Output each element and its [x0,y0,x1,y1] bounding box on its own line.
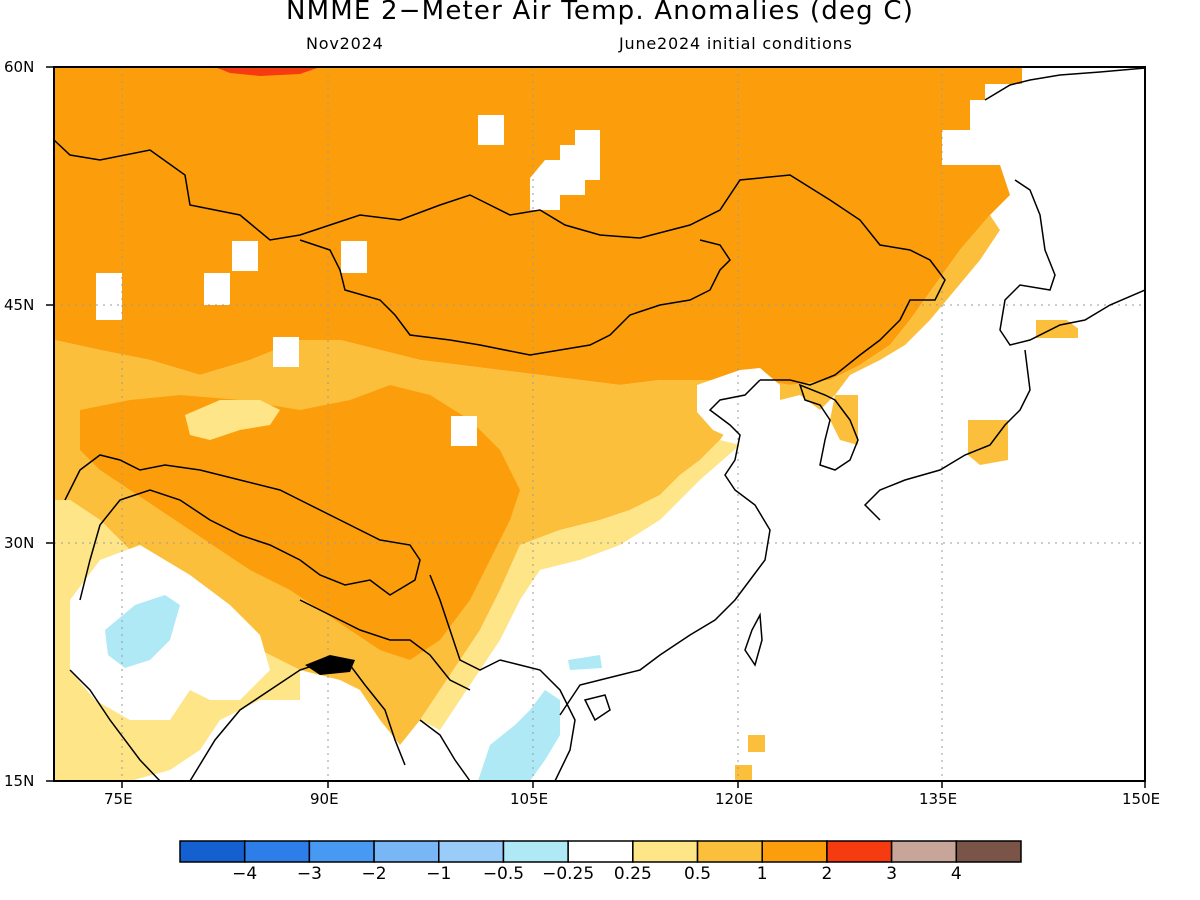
seasia-light-warm [420,440,740,730]
legend-swatch [632,840,699,863]
tarim-light-patch [185,400,280,440]
hot-spot-2-3 [215,67,320,76]
legend-label: −2 [361,864,387,884]
initial-conditions: June2024 initial conditions [619,34,853,53]
legend-swatch [696,840,763,863]
lon-label-75e: 75E [104,790,133,808]
legend-swatch [308,840,375,863]
legend-swatch [826,840,893,863]
vietnam-cool-patch [478,690,560,781]
japan-warm-patch [968,420,1008,465]
chart-title: NMME 2−Meter Air Temp. Anomalies (deg C) [285,0,915,26]
legend-swatch [567,840,634,863]
legend-label: 1 [756,864,768,884]
hokkaido-warm-patch [1036,320,1078,338]
lat-label-45n: 45N [4,296,35,314]
lon-label-135e: 135E [919,790,958,808]
lat-label-30n: 30N [4,534,35,552]
india-cool-patch [105,595,180,668]
lon-label-120e: 120E [715,790,754,808]
warm-region-1-2 [54,67,1050,385]
legend-swatch [890,840,958,863]
coastlines [53,67,1146,782]
south-china-neutral [470,380,1145,781]
pacific-neutral [970,67,1145,380]
lon-label-150e: 150E [1122,790,1161,808]
taiwan-warm-patch [748,735,765,752]
legend-label: −1 [426,864,452,884]
luzon-warm-patch [735,765,752,781]
lon-label-90e: 90E [310,790,339,808]
lon-label-105e: 105E [510,790,549,808]
legend-label: 4 [950,864,962,884]
legend-label: 2 [821,864,833,884]
legend-swatch [373,840,440,863]
korea-warm-patch [830,395,858,445]
lat-label-60n: 60N [4,58,35,76]
legend-label: 0.5 [684,864,712,884]
legend-label: 0.25 [613,864,652,884]
legend-swatch [438,840,505,863]
legend-label: −3 [296,864,322,884]
map-frame [53,66,1146,782]
anomaly-map [46,66,1146,788]
legend-swatch [955,840,1022,863]
legend-swatch [502,840,569,863]
legend-swatch [243,840,311,863]
tibet-warm-1-2 [80,385,520,660]
legend-swatch [179,840,246,863]
legend-colorbar [179,840,1022,863]
masked-lakes [96,115,600,446]
legend-label: −0.25 [542,864,595,884]
scs-cool-patch [568,655,602,670]
forecast-month: Nov2024 [306,34,384,53]
legend-label: −4 [232,864,258,884]
legend-swatch [761,840,828,863]
anomaly-field [54,67,1145,781]
ganges-delta [305,655,355,675]
legend-label: 3 [886,864,898,884]
lat-label-15n: 15N [4,772,35,790]
axis-ticks [46,66,1146,788]
legend-label: −0.5 [482,864,525,884]
